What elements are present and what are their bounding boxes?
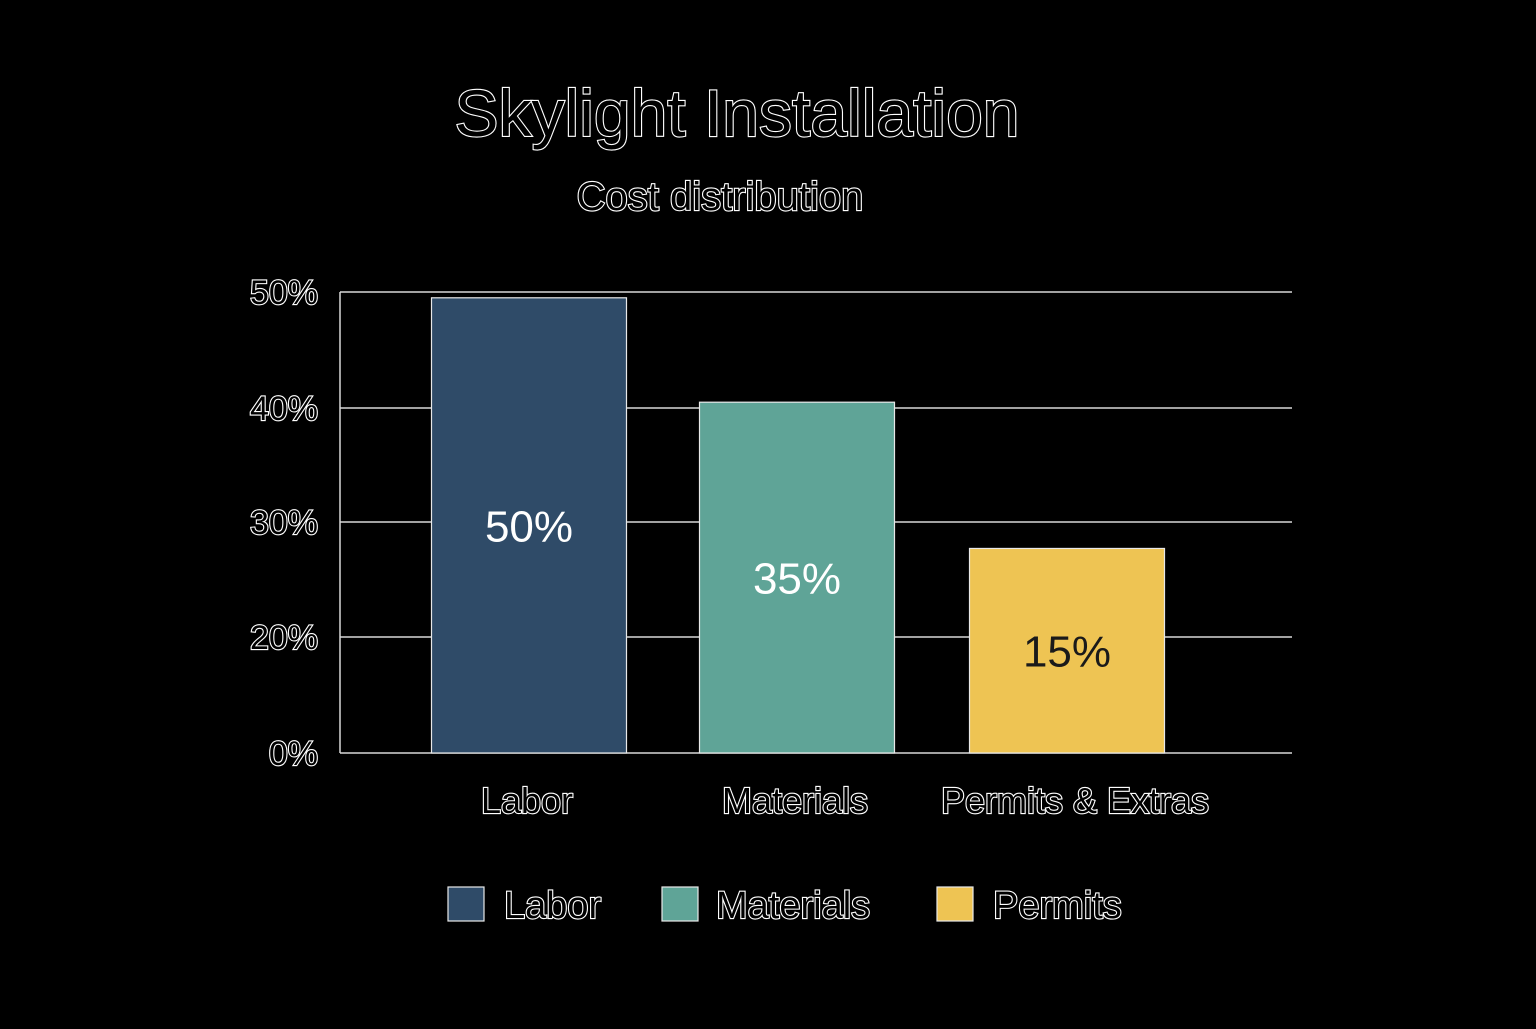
x-axis-categories: Labor Materials Permits & Extras (480, 779, 1210, 822)
y-tick-label: 30% (250, 504, 318, 542)
legend-label: Permits (993, 885, 1122, 927)
y-axis-ticks: 0% 20% 30% 40% 50% (249, 273, 319, 774)
bar-data-label: 15% (1023, 628, 1111, 677)
y-tick-label: 50% (250, 274, 318, 312)
bar-labor (430, 297, 628, 754)
legend-swatch (447, 886, 485, 922)
y-tick-label: 0% (269, 735, 318, 773)
x-category-label: Labor (481, 780, 573, 821)
bar-data-label: 35% (753, 555, 841, 604)
bar-materials (698, 401, 896, 754)
x-category-label: Materials (722, 780, 868, 821)
bar-permits-extras (968, 547, 1166, 754)
bar-data-label: 50% (485, 502, 573, 551)
legend-label: Labor (504, 885, 602, 927)
chart-subtitle: Cost distribution (577, 175, 864, 219)
legend-swatch (661, 886, 699, 922)
legend-swatch (936, 886, 974, 922)
legend: Labor Materials Permits (447, 884, 1123, 928)
y-tick-label: 20% (250, 619, 318, 657)
bars: 50% 35% 15% (430, 297, 1166, 754)
legend-label: Materials (716, 885, 870, 927)
x-category-label: Permits & Extras (941, 780, 1209, 821)
chart-title: Skylight Installation (455, 76, 1020, 150)
y-tick-label: 40% (250, 390, 318, 428)
